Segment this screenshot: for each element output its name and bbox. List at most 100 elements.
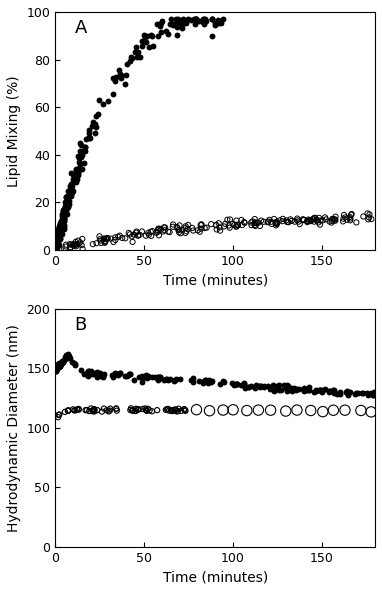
Point — [171, 405, 177, 415]
Point — [244, 406, 250, 415]
Point — [332, 387, 338, 397]
Point — [56, 410, 62, 419]
Point — [79, 164, 85, 173]
Point — [99, 371, 105, 380]
Point — [106, 407, 112, 416]
Point — [306, 382, 312, 392]
Point — [53, 366, 59, 376]
Point — [137, 230, 143, 239]
Point — [68, 179, 74, 189]
Point — [73, 237, 79, 246]
Point — [53, 243, 59, 253]
Point — [224, 215, 230, 225]
Point — [53, 366, 59, 375]
Point — [53, 244, 59, 254]
Point — [97, 235, 103, 244]
Point — [145, 371, 151, 381]
Point — [61, 224, 67, 233]
Point — [311, 213, 317, 223]
Point — [53, 241, 59, 251]
Point — [332, 215, 338, 224]
Point — [139, 41, 145, 51]
Point — [60, 217, 66, 226]
Point — [147, 405, 153, 415]
Point — [185, 14, 191, 24]
Point — [65, 197, 71, 206]
Point — [157, 372, 163, 382]
Point — [73, 242, 79, 251]
Point — [54, 226, 60, 236]
Point — [122, 80, 128, 89]
Point — [181, 404, 187, 414]
Point — [253, 221, 259, 230]
Point — [255, 218, 261, 228]
Point — [77, 238, 83, 247]
Point — [56, 360, 62, 369]
Point — [100, 99, 106, 109]
Point — [57, 226, 63, 235]
Point — [218, 18, 224, 28]
Point — [83, 134, 89, 144]
Point — [78, 152, 84, 162]
Point — [53, 245, 59, 255]
Point — [231, 220, 238, 229]
Point — [127, 230, 133, 239]
Point — [283, 383, 289, 392]
Point — [254, 219, 260, 228]
Point — [67, 239, 73, 249]
Point — [52, 245, 58, 255]
Point — [129, 232, 135, 241]
Point — [81, 142, 87, 151]
Point — [306, 215, 312, 224]
Point — [104, 405, 110, 415]
Point — [311, 215, 317, 224]
Point — [62, 206, 68, 215]
Point — [55, 235, 61, 244]
Point — [141, 30, 147, 40]
Point — [274, 218, 280, 228]
Point — [56, 362, 62, 372]
Point — [196, 376, 202, 386]
Point — [74, 405, 80, 414]
Point — [165, 404, 171, 414]
Point — [167, 374, 173, 384]
Point — [148, 231, 154, 241]
Point — [67, 184, 73, 194]
Point — [61, 213, 67, 223]
Point — [196, 17, 202, 26]
Point — [139, 227, 145, 236]
Point — [144, 31, 151, 41]
Point — [149, 372, 155, 382]
Text: B: B — [74, 316, 87, 334]
Point — [175, 404, 181, 414]
Point — [88, 366, 94, 375]
Point — [233, 379, 240, 388]
Point — [136, 372, 142, 382]
Point — [197, 220, 204, 230]
Point — [352, 389, 358, 398]
Point — [90, 117, 96, 126]
Point — [77, 159, 83, 168]
Point — [192, 19, 198, 28]
Point — [157, 21, 163, 31]
Point — [201, 14, 207, 24]
Point — [126, 228, 132, 238]
Point — [145, 404, 151, 414]
Point — [170, 222, 176, 232]
Point — [235, 220, 241, 230]
Point — [292, 217, 298, 226]
Point — [190, 373, 196, 382]
Point — [146, 230, 152, 239]
Point — [60, 356, 66, 365]
Point — [58, 216, 64, 226]
Point — [99, 407, 105, 416]
Point — [64, 198, 70, 207]
Point — [60, 215, 66, 224]
Point — [57, 225, 63, 235]
Point — [330, 405, 337, 415]
Point — [257, 221, 263, 230]
Point — [161, 225, 167, 235]
Point — [130, 405, 136, 415]
Point — [162, 223, 168, 232]
Point — [347, 214, 353, 223]
